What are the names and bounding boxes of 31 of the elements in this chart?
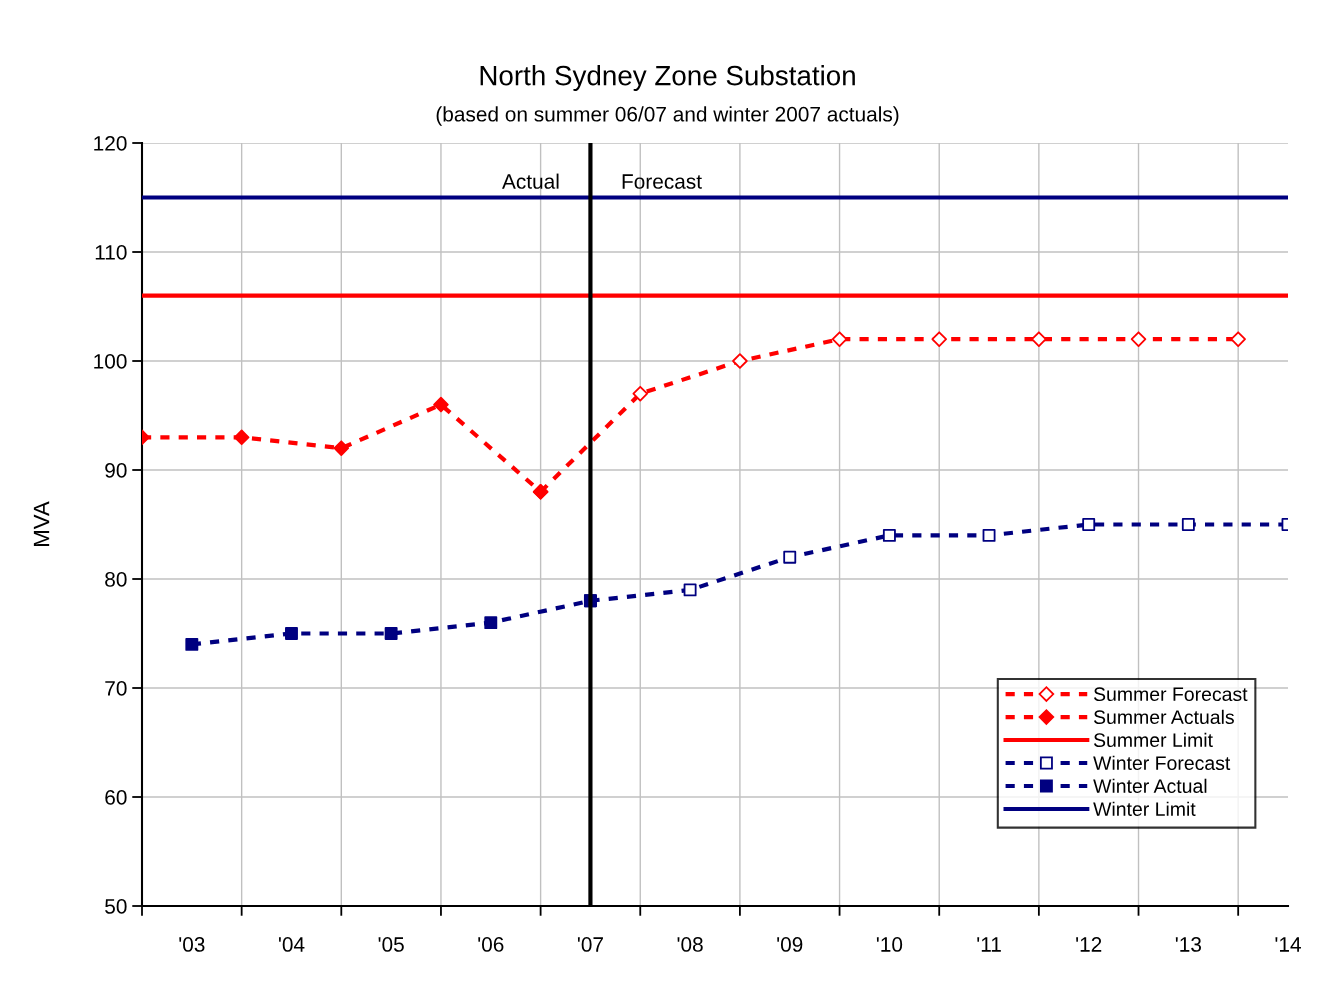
annotation: Actual [502, 173, 559, 189]
y-axis-title: MVA [33, 501, 50, 546]
x-tick-label: '05 [378, 937, 404, 952]
legend-label: Winter Actual [1093, 778, 1207, 793]
x-tick-label: '09 [777, 937, 803, 952]
legend-label: Summer Actuals [1093, 709, 1234, 725]
chart-subtitle: (based on summer 06/07 and winter 2007 actuals) [436, 106, 899, 126]
annotation: Forecast [622, 174, 702, 189]
y-tick-label: 80 [105, 572, 127, 587]
legend-label: Summer Limit [1093, 732, 1213, 748]
legend-label: Winter Limit [1093, 801, 1196, 816]
y-tick-label: 90 [105, 463, 127, 478]
y-tick-label: 120 [94, 136, 127, 151]
x-tick-label: '10 [876, 937, 903, 952]
x-tick-label: '12 [1076, 937, 1102, 952]
x-tick-label: '08 [677, 937, 703, 952]
chart-title: North Sydney Zone Substation [480, 65, 855, 91]
y-tick-label: 50 [105, 899, 127, 914]
x-tick-label: '13 [1175, 937, 1202, 952]
x-tick-label: '03 [179, 937, 205, 952]
legend-label: Winter Forecast [1093, 755, 1231, 771]
legend-label: Summer Forecast [1093, 687, 1248, 702]
y-tick-label: 60 [105, 790, 127, 805]
x-tick-label: '06 [478, 937, 504, 952]
y-tick-label: 110 [95, 245, 127, 260]
x-tick-label: '14 [1275, 937, 1301, 952]
x-tick-label: '11 [977, 937, 1001, 952]
x-tick-label: '04 [278, 937, 305, 952]
x-tick-label: '07 [577, 937, 603, 952]
y-tick-label: 70 [105, 681, 127, 696]
y-tick-label: 100 [94, 354, 127, 369]
